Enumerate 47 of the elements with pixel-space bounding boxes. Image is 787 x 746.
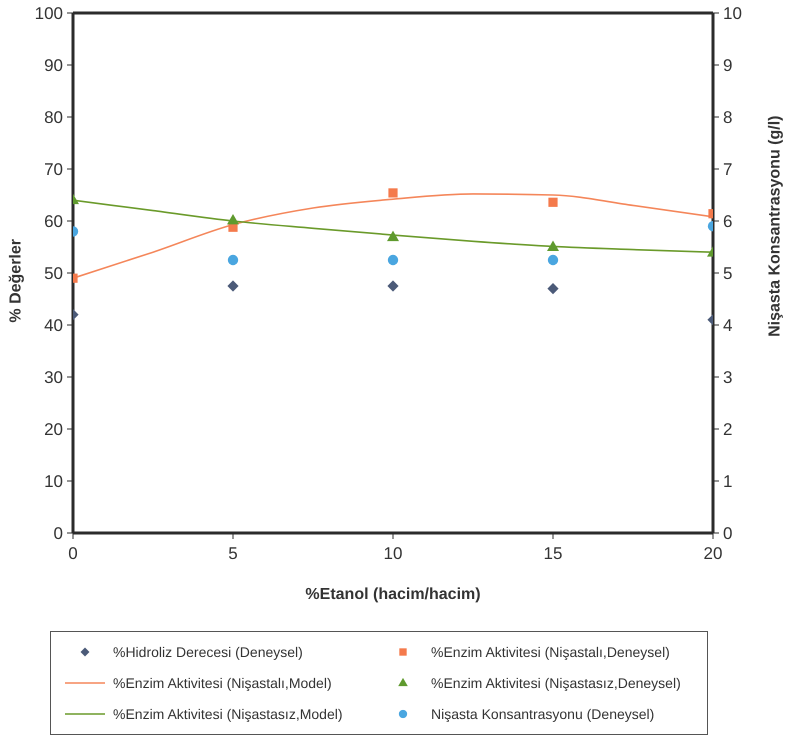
- y-tick-label: 0: [54, 524, 63, 544]
- legend-label: %Hidroliz Derecesi (Deneysel): [113, 644, 303, 660]
- point: [227, 214, 239, 224]
- y-tick-label: 100: [34, 4, 63, 24]
- point: [548, 254, 558, 266]
- y-tick-label: 30: [44, 368, 63, 388]
- y2-tick-label: 4: [723, 316, 732, 336]
- point: [387, 280, 399, 292]
- legend-label: %Enzim Aktivitesi (Nişastalı,Deneysel): [431, 644, 670, 660]
- point: [388, 254, 398, 266]
- y2-tick-label: 8: [723, 108, 732, 128]
- y2-tick-label: 1: [723, 472, 732, 492]
- y2-tick-label: 0: [723, 524, 732, 544]
- point: [387, 230, 399, 242]
- point: [547, 283, 559, 294]
- point: [388, 188, 398, 198]
- x-tick-label: 5: [228, 544, 238, 564]
- y2-tick-label: 7: [723, 160, 732, 180]
- y2-tick-label: 2: [723, 420, 732, 440]
- x-tick-label: 10: [384, 544, 402, 564]
- point: [547, 240, 559, 251]
- y-tick-label: 60: [44, 212, 63, 232]
- y-tick-label: 70: [44, 160, 63, 180]
- y-axis-title: % Değerler: [8, 239, 24, 323]
- y-tick-label: 80: [44, 108, 63, 128]
- legend-label: Nişasta Konsantrasyonu (Deneysel): [431, 706, 654, 722]
- y2-tick-label: 5: [723, 264, 732, 284]
- legend-label: %Enzim Aktivitesi (Nişastasız,Model): [113, 706, 343, 722]
- y-tick-label: 40: [44, 316, 63, 336]
- y2-tick-label: 10: [723, 4, 742, 24]
- y2-tick-label: 3: [723, 368, 732, 388]
- y2-axis-title: Nişasta Konsantrasyonu (g/l): [766, 116, 784, 337]
- legend-label: %Enzim Aktivitesi (Nişastalı,Model): [113, 674, 332, 691]
- y-tick-label: 20: [44, 420, 63, 440]
- y-tick-label: 90: [44, 56, 63, 76]
- legend-label: %Enzim Aktivitesi (Nişastasız,Deneysel): [431, 674, 681, 691]
- point: [227, 280, 239, 292]
- point: [228, 254, 238, 266]
- x-axis-title: %Etanol (hacim/hacim): [305, 586, 481, 603]
- x-tick-label: 0: [68, 544, 78, 564]
- x-tick-label: 20: [704, 544, 722, 564]
- y-tick-label: 50: [44, 264, 63, 284]
- x-tick-label: 15: [544, 544, 562, 564]
- y-tick-label: 10: [44, 472, 63, 492]
- point: [548, 198, 558, 207]
- y2-tick-label: 6: [723, 212, 732, 232]
- y2-tick-label: 9: [723, 56, 732, 76]
